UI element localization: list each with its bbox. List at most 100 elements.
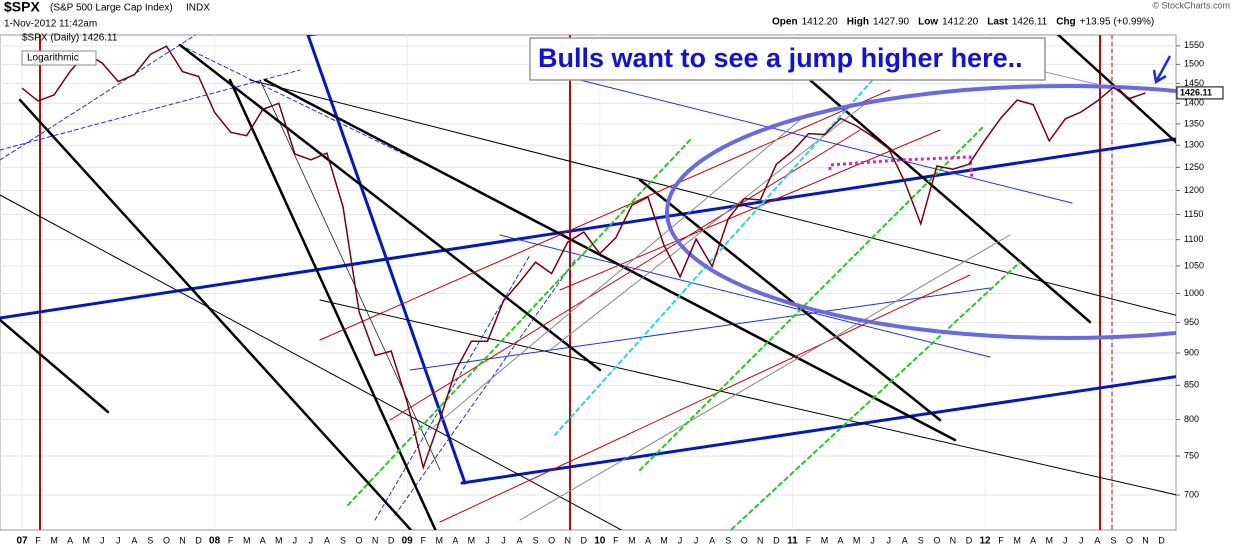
blue-dashed	[0, 35, 197, 161]
x-tick-label: A	[260, 535, 266, 545]
legend-entry: $SPX (Daily) 1426.11	[22, 33, 118, 44]
x-tick-label: J	[1079, 535, 1084, 545]
x-tick-label: 12	[979, 536, 991, 547]
red-channel	[559, 129, 941, 291]
x-tick-label: N	[1142, 535, 1149, 545]
x-tick-label: D	[195, 535, 202, 545]
black-thin	[259, 79, 441, 471]
blue-thin	[499, 234, 991, 358]
quote-value: 1412.20	[942, 17, 979, 28]
green-dotted	[729, 261, 1021, 530]
y-tick-label: 1400	[1184, 98, 1204, 108]
x-tick-label: A	[517, 535, 523, 545]
x-tick-label: M	[1045, 535, 1053, 545]
x-tick-label: N	[179, 535, 186, 545]
y-tick-label: 1550	[1184, 40, 1204, 50]
black-trend	[263, 78, 957, 442]
quote-value: 1427.90	[873, 17, 910, 28]
x-tick-label: M	[628, 535, 636, 545]
black-trend	[0, 318, 110, 414]
black-trend	[18, 98, 413, 530]
blue-dashed	[179, 44, 421, 163]
y-tick-label: 1450	[1184, 78, 1204, 88]
y-tick-label: 1000	[1184, 288, 1204, 298]
x-tick-label: M	[436, 535, 444, 545]
x-tick-label: J	[293, 535, 298, 545]
quote: Open 1412.20 High 1427.90 Low 1412.20 Last 1426…	[772, 17, 1154, 28]
black-thin	[0, 194, 623, 530]
y-tick-label: 1300	[1184, 140, 1204, 150]
x-tick-label: 11	[787, 536, 798, 547]
x-tick-label: N	[757, 535, 764, 545]
x-tick-label: 09	[402, 536, 414, 547]
x-tick-label: J	[309, 535, 314, 545]
quote-label: Open	[772, 17, 798, 28]
annotation: Bulls want to see a jump higher here..	[538, 43, 1023, 73]
last-price-box	[1176, 86, 1224, 100]
x-tick-label: S	[533, 535, 539, 545]
arrow-head	[1152, 69, 1167, 85]
y-tick-label: 1150	[1184, 209, 1203, 219]
x-tick-label: 10	[594, 536, 606, 547]
x-tick-label: M	[1013, 535, 1021, 545]
x-tick-label: A	[645, 535, 651, 545]
quote-label: Low	[918, 17, 938, 28]
subtitle: (S&P 500 Large Cap Index)	[50, 3, 173, 14]
copyright: © StockCharts.com	[1152, 0, 1230, 10]
x-tick-label: S	[918, 535, 924, 545]
black-thin	[249, 79, 1176, 316]
x-tick-label: M	[243, 535, 251, 545]
timestamp: 1-Nov-2012 11:42am	[4, 19, 97, 30]
x-tick-label: A	[131, 535, 137, 545]
quote-label: High	[847, 17, 869, 28]
blue-trend	[0, 137, 1176, 320]
y-tick-label: 1200	[1184, 185, 1204, 195]
x-tick-label: J	[678, 535, 683, 545]
black-trend	[228, 78, 437, 530]
green-dotted	[639, 124, 986, 471]
x-tick-label: A	[709, 535, 715, 545]
pink-dotted	[828, 155, 974, 179]
x-tick-label: A	[838, 535, 844, 545]
x-tick-label: M	[82, 535, 90, 545]
x-tick-label: J	[1063, 535, 1068, 545]
scale-label: Logarithmic	[27, 53, 79, 64]
x-tick-label: S	[147, 535, 153, 545]
black-thin	[319, 299, 1176, 496]
x-tick-label: A	[452, 535, 458, 545]
black-trend	[638, 178, 942, 422]
x-tick-label: F	[998, 535, 1004, 545]
gray-channel	[429, 119, 801, 431]
x-tick-label: J	[100, 535, 105, 545]
x-tick-label: A	[902, 535, 908, 545]
scale-button[interactable]	[21, 50, 97, 66]
blue-thin	[579, 79, 1073, 204]
x-tick-label: J	[501, 535, 506, 545]
y-tick-label: 1100	[1184, 234, 1203, 244]
x-tick-label: N	[950, 535, 957, 545]
y-tick-label: 700	[1184, 489, 1199, 499]
y-tick-label: 900	[1184, 347, 1199, 357]
green-dotted	[347, 139, 691, 506]
blue-thin	[409, 287, 991, 371]
x-tick-label: F	[806, 535, 812, 545]
x-tick-label: 07	[16, 536, 28, 547]
x-tick-label: O	[356, 535, 363, 545]
annotation-box	[529, 37, 1046, 81]
price-line	[21, 45, 1146, 471]
exchange: INDX	[186, 3, 210, 14]
x-tick-label: J	[694, 535, 699, 545]
x-tick-label: A	[1094, 535, 1100, 545]
quote-label: Last	[987, 17, 1008, 28]
x-tick-label: O	[741, 535, 748, 545]
x-tick-label: M	[660, 535, 668, 545]
x-tick-label: M	[468, 535, 476, 545]
x-tick-label: A	[67, 535, 73, 545]
x-tick-label: N	[372, 535, 379, 545]
title: $SPX	[4, 0, 40, 15]
x-tick-label: D	[1158, 535, 1165, 545]
quote-label: Chg	[1056, 17, 1075, 28]
quote-value: +13.95 (+0.99%)	[1080, 17, 1155, 28]
x-tick-label: J	[116, 535, 121, 545]
